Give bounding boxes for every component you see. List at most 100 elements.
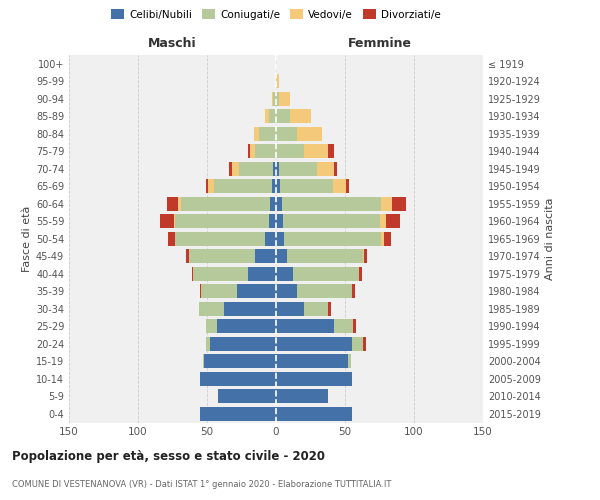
Bar bbox=[239, 162, 273, 176]
Bar bbox=[269, 110, 276, 123]
Bar bbox=[280, 180, 332, 193]
Bar bbox=[203, 354, 204, 368]
Bar bbox=[248, 144, 250, 158]
Bar bbox=[276, 92, 279, 106]
Text: Femmine: Femmine bbox=[347, 37, 412, 50]
Bar bbox=[363, 337, 366, 351]
Bar bbox=[256, 249, 276, 263]
Bar bbox=[199, 302, 224, 316]
Bar bbox=[276, 214, 283, 228]
Bar bbox=[175, 232, 265, 245]
Bar bbox=[189, 249, 256, 263]
Bar bbox=[200, 284, 202, 298]
Bar bbox=[224, 302, 276, 316]
Bar bbox=[348, 354, 350, 368]
Bar bbox=[214, 180, 272, 193]
Bar bbox=[200, 372, 276, 386]
Bar bbox=[276, 372, 352, 386]
Bar bbox=[187, 249, 189, 263]
Bar bbox=[272, 180, 276, 193]
Bar bbox=[169, 232, 175, 245]
Bar bbox=[174, 214, 175, 228]
Bar bbox=[276, 389, 328, 403]
Bar bbox=[276, 110, 290, 123]
Bar bbox=[353, 320, 356, 333]
Bar bbox=[276, 162, 279, 176]
Bar bbox=[208, 180, 214, 193]
Text: COMUNE DI VESTENANOVA (VR) - Dati ISTAT 1° gennaio 2020 - Elaborazione TUTTITALI: COMUNE DI VESTENANOVA (VR) - Dati ISTAT … bbox=[12, 480, 391, 489]
Bar bbox=[160, 214, 174, 228]
Bar bbox=[290, 110, 311, 123]
Bar bbox=[276, 337, 352, 351]
Bar bbox=[273, 92, 276, 106]
Bar bbox=[273, 162, 276, 176]
Bar bbox=[346, 180, 349, 193]
Bar bbox=[248, 267, 276, 281]
Bar bbox=[217, 320, 276, 333]
Bar bbox=[276, 320, 334, 333]
Bar bbox=[269, 214, 276, 228]
Bar bbox=[392, 196, 406, 211]
Text: Popolazione per età, sesso e stato civile - 2020: Popolazione per età, sesso e stato civil… bbox=[12, 450, 325, 463]
Bar bbox=[359, 267, 362, 281]
Bar bbox=[250, 144, 256, 158]
Bar bbox=[276, 354, 348, 368]
Bar bbox=[276, 74, 279, 88]
Bar bbox=[276, 126, 296, 141]
Bar bbox=[383, 232, 391, 245]
Bar bbox=[304, 302, 328, 316]
Text: Maschi: Maschi bbox=[148, 37, 197, 50]
Bar bbox=[192, 267, 193, 281]
Bar bbox=[328, 302, 331, 316]
Bar bbox=[317, 162, 334, 176]
Bar bbox=[276, 196, 281, 211]
Bar bbox=[304, 144, 328, 158]
Bar bbox=[265, 110, 269, 123]
Bar bbox=[279, 162, 317, 176]
Bar bbox=[202, 284, 238, 298]
Bar bbox=[352, 337, 363, 351]
Bar bbox=[259, 126, 276, 141]
Bar bbox=[232, 162, 239, 176]
Bar bbox=[283, 214, 380, 228]
Bar bbox=[256, 144, 276, 158]
Bar bbox=[276, 144, 304, 158]
Bar bbox=[271, 196, 276, 211]
Bar bbox=[276, 284, 296, 298]
Bar bbox=[276, 249, 287, 263]
Bar bbox=[193, 267, 248, 281]
Bar bbox=[181, 196, 271, 211]
Bar bbox=[276, 267, 293, 281]
Bar bbox=[178, 196, 181, 211]
Bar bbox=[218, 389, 276, 403]
Bar bbox=[352, 284, 355, 298]
Bar bbox=[175, 214, 269, 228]
Bar bbox=[200, 407, 276, 421]
Bar bbox=[238, 284, 276, 298]
Bar bbox=[276, 232, 284, 245]
Bar bbox=[279, 92, 290, 106]
Bar bbox=[364, 249, 367, 263]
Bar bbox=[386, 214, 400, 228]
Bar bbox=[272, 92, 273, 106]
Y-axis label: Anni di nascita: Anni di nascita bbox=[545, 198, 555, 280]
Bar bbox=[276, 302, 304, 316]
Legend: Celibi/Nubili, Coniugati/e, Vedovi/e, Divorziati/e: Celibi/Nubili, Coniugati/e, Vedovi/e, Di… bbox=[107, 5, 445, 24]
Bar bbox=[296, 126, 322, 141]
Bar bbox=[287, 249, 363, 263]
Bar bbox=[381, 196, 392, 211]
Bar bbox=[265, 232, 276, 245]
Bar bbox=[328, 144, 334, 158]
Bar bbox=[296, 284, 352, 298]
Bar bbox=[206, 320, 217, 333]
Bar bbox=[206, 180, 208, 193]
Bar bbox=[334, 320, 353, 333]
Bar bbox=[281, 196, 381, 211]
Bar bbox=[381, 232, 383, 245]
Bar bbox=[332, 180, 346, 193]
Bar bbox=[229, 162, 232, 176]
Bar bbox=[276, 407, 352, 421]
Bar bbox=[334, 162, 337, 176]
Bar bbox=[380, 214, 386, 228]
Bar bbox=[293, 267, 359, 281]
